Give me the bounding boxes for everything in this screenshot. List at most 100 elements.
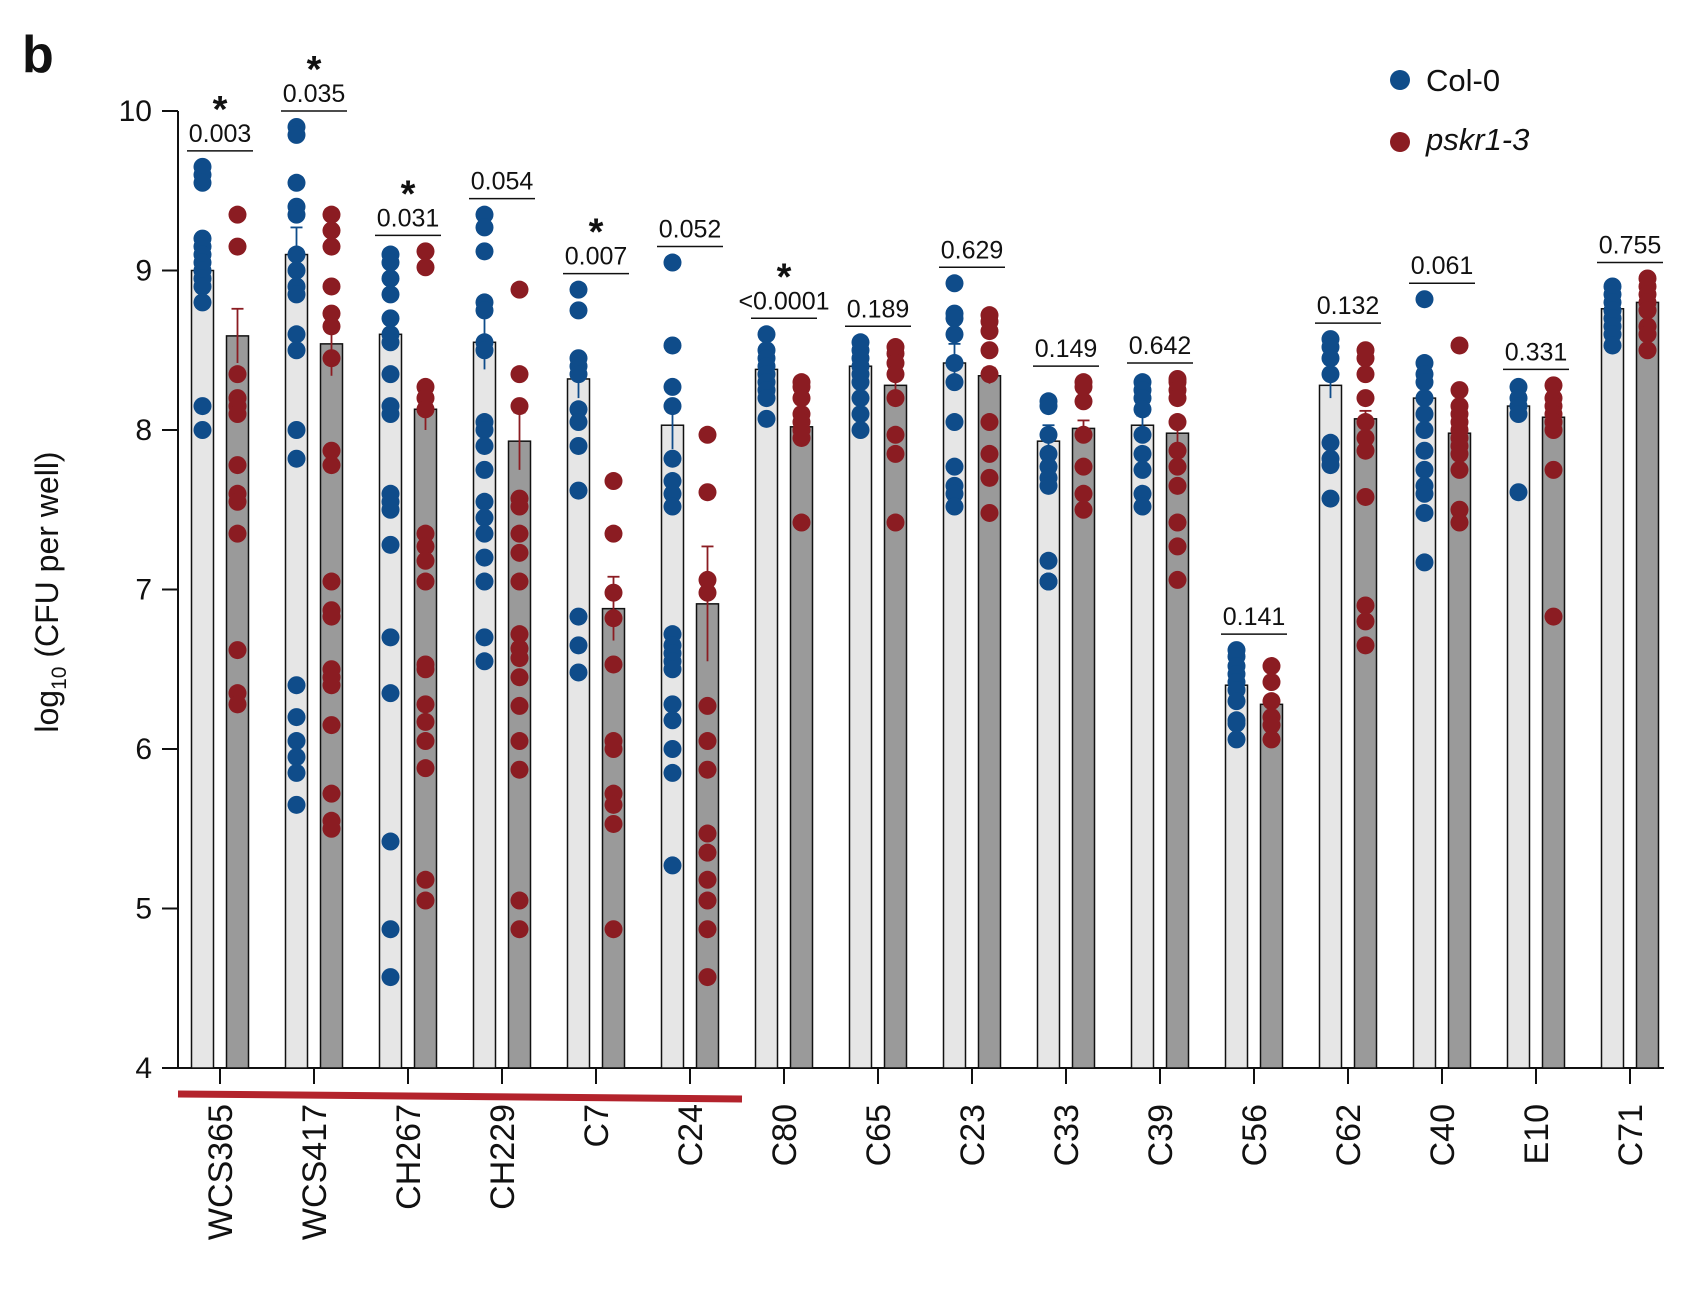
point-pskr1-3-C24 <box>698 891 717 910</box>
point-col0-CH229 <box>475 548 494 567</box>
point-pskr1-3-CH229 <box>510 891 529 910</box>
point-col0-C24 <box>663 397 682 416</box>
point-pskr1-3-WCS417 <box>322 221 341 240</box>
point-col0-C40 <box>1415 503 1434 522</box>
point-pskr1-3-C65 <box>886 365 905 384</box>
point-col0-C24 <box>663 740 682 758</box>
point-pskr1-3-C65 <box>886 389 905 408</box>
point-col0-C23 <box>945 497 964 516</box>
point-col0-CH229 <box>475 524 494 543</box>
point-pskr1-3-C23 <box>980 413 999 432</box>
bar-col0-E10 <box>1506 405 1531 1069</box>
point-pskr1-3-CH267 <box>416 537 435 556</box>
point-col0-CH267 <box>381 365 400 384</box>
point-pskr1-3-C24 <box>698 732 717 751</box>
point-pskr1-3-C71 <box>1638 301 1657 320</box>
p-value-CH267: 0.031 <box>377 204 440 232</box>
point-col0-C7 <box>569 301 588 320</box>
point-pskr1-3-WCS417 <box>322 456 341 475</box>
point-pskr1-3-C65 <box>886 444 905 463</box>
p-value-C56: 0.141 <box>1223 603 1286 631</box>
point-pskr1-3-C24 <box>698 968 717 987</box>
point-pskr1-3-C56 <box>1262 730 1281 749</box>
point-pskr1-3-C80 <box>792 513 811 532</box>
point-pskr1-3-CH267 <box>416 695 435 714</box>
point-col0-CH267 <box>381 500 400 519</box>
category-label-E10: E10 <box>1518 1104 1556 1165</box>
bar-col0-C71 <box>1600 308 1625 1069</box>
point-pskr1-3-C62 <box>1356 349 1375 368</box>
bar-pskr1-3-C65 <box>883 384 908 1069</box>
point-pskr1-3-C62 <box>1356 636 1375 655</box>
point-pskr1-3-C56 <box>1262 673 1281 692</box>
point-pskr1-3-CH229 <box>510 543 529 562</box>
point-pskr1-3-WCS417 <box>322 237 341 256</box>
category-label-CH229: CH229 <box>484 1104 522 1210</box>
point-pskr1-3-C39 <box>1168 537 1187 556</box>
point-col0-C23 <box>945 373 964 392</box>
p-value-E10: 0.331 <box>1505 338 1568 366</box>
point-col0-C23 <box>945 457 964 476</box>
point-pskr1-3-C23 <box>980 468 999 487</box>
bars-layer <box>190 253 1660 1069</box>
point-col0-C24 <box>663 497 682 516</box>
point-col0-C62 <box>1321 489 1340 508</box>
point-col0-CH267 <box>381 832 400 851</box>
point-pskr1-3-C7 <box>604 920 623 939</box>
point-col0-CH229 <box>475 242 494 261</box>
y-tick-label: 5 <box>135 893 152 926</box>
point-col0-WCS365 <box>193 397 212 416</box>
point-col0-C71 <box>1603 336 1622 355</box>
y-tick-label: 4 <box>135 1052 152 1085</box>
point-pskr1-3-CH229 <box>510 732 529 751</box>
point-pskr1-3-C24 <box>698 824 717 843</box>
point-col0-C40 <box>1415 553 1434 572</box>
point-col0-C33 <box>1039 444 1058 463</box>
category-labels: WCS365 WCS417 CH267 CH229 C7 C24 C80 C65 C23 C33 C… <box>202 1104 1650 1240</box>
legend-marker-col0 <box>1390 70 1410 90</box>
y-axis-label-subscript: 10 <box>48 667 71 690</box>
point-col0-C62 <box>1321 456 1340 475</box>
point-col0-C39 <box>1133 460 1152 479</box>
y-tick-label: 6 <box>135 733 152 766</box>
point-col0-C62 <box>1321 349 1340 368</box>
point-pskr1-3-C39 <box>1168 476 1187 495</box>
y-axis-label: log10 (CFU per well) <box>29 451 71 732</box>
point-pskr1-3-C7 <box>604 583 623 602</box>
y-axis: 4 5 6 7 8 9 10 <box>119 95 179 1085</box>
point-pskr1-3-C40 <box>1450 460 1469 479</box>
point-pskr1-3-C23 <box>980 341 999 360</box>
point-pskr1-3-C23 <box>980 503 999 522</box>
point-col0-C24 <box>663 377 682 396</box>
category-label-C65: C65 <box>860 1104 898 1166</box>
point-pskr1-3-C39 <box>1168 513 1187 532</box>
point-pskr1-3-C33 <box>1074 484 1093 503</box>
point-pskr1-3-C7 <box>604 524 623 543</box>
point-col0-CH267 <box>381 253 400 272</box>
point-pskr1-3-WCS365 <box>228 365 247 384</box>
point-pskr1-3-CH229 <box>510 572 529 591</box>
point-col0-CH267 <box>381 309 400 328</box>
point-pskr1-3-CH267 <box>416 258 435 277</box>
bar-pskr1-3-C62 <box>1353 418 1378 1069</box>
point-col0-C7 <box>569 400 588 419</box>
point-pskr1-3-C65 <box>886 425 905 444</box>
point-pskr1-3-WCS417 <box>322 317 341 336</box>
point-col0-C40 <box>1415 441 1434 460</box>
point-col0-CH267 <box>381 405 400 424</box>
category-label-C62: C62 <box>1330 1104 1368 1166</box>
point-pskr1-3-C62 <box>1356 365 1375 384</box>
point-col0-C65 <box>851 373 870 392</box>
point-col0-CH229 <box>475 628 494 647</box>
point-col0-C7 <box>569 636 588 655</box>
point-col0-CH267 <box>381 269 400 288</box>
point-pskr1-3-CH267 <box>416 242 435 261</box>
point-col0-C23 <box>945 309 964 328</box>
point-pskr1-3-C65 <box>886 513 905 532</box>
point-col0-C40 <box>1415 421 1434 439</box>
point-pskr1-3-C7 <box>604 814 623 833</box>
point-pskr1-3-WCS417 <box>322 716 341 735</box>
point-pskr1-3-C7 <box>604 609 623 628</box>
point-pskr1-3-CH267 <box>416 759 435 778</box>
